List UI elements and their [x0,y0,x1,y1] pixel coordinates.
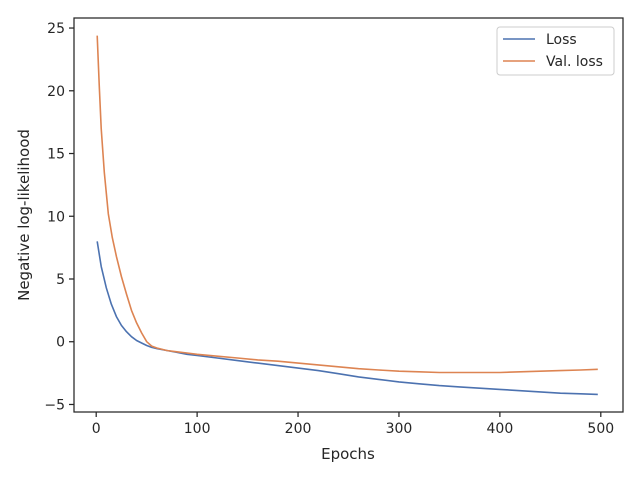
x-tick-label: 300 [386,421,413,437]
x-tick-label: 400 [487,421,514,437]
x-axis-ticks: 0 100 200 300 400 500 [92,412,614,437]
x-tick-label: 500 [587,421,614,437]
series-line-val-loss [96,35,598,374]
x-axis-title: Epochs [321,445,375,463]
y-tick-label: −5 [44,397,65,413]
series-line-loss [96,241,598,396]
legend-label-val-loss: Val. loss [546,54,603,70]
y-tick-label: 5 [56,272,65,288]
y-tick-label: 25 [47,21,65,37]
legend: Loss Val. loss [496,26,615,76]
y-axis-title: Negative log-likelihood [15,129,33,301]
plot-frame [73,17,624,413]
x-tick-label: 0 [92,421,101,437]
y-tick-label: 10 [47,209,65,225]
y-tick-label: 0 [56,335,65,351]
x-tick-label: 100 [184,421,211,437]
y-axis-ticks: −5 0 5 10 15 20 25 [44,21,74,413]
legend-label-loss: Loss [546,32,577,48]
y-tick-label: 15 [47,147,65,163]
series-lines [96,35,598,396]
y-tick-label: 20 [47,84,65,100]
x-tick-label: 200 [285,421,312,437]
